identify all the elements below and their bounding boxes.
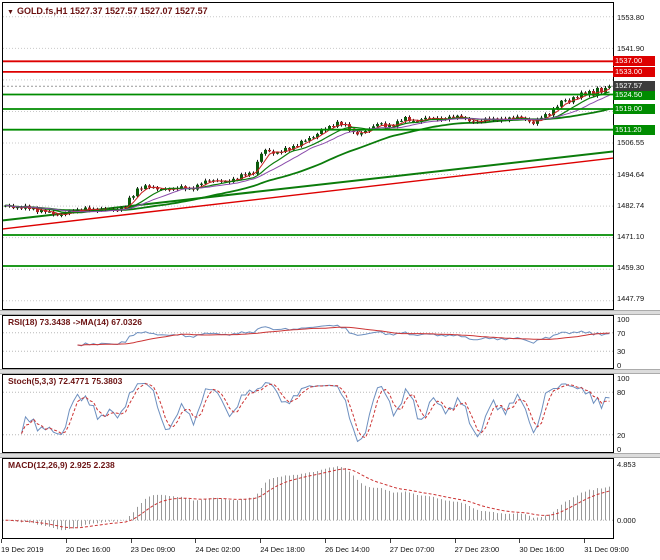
price-axis-label: 1459.30 [617, 263, 645, 273]
price-axis-label: 1541.90 [617, 44, 645, 54]
time-axis-label: 30 Dec 16:00 [519, 545, 565, 554]
time-axis-label: 24 Dec 02:00 [195, 545, 241, 554]
macd-plot[interactable] [3, 459, 613, 538]
price-axis-label: 1471.10 [617, 232, 645, 241]
stochastic-indicator-panel[interactable] [2, 374, 614, 453]
stoch-axis-label: 80 [617, 388, 626, 398]
price-level-tag: 1537.00 [613, 56, 655, 67]
price-level-tag: 1524.50 [613, 89, 655, 100]
time-tick [130, 539, 132, 543]
time-tick [65, 539, 67, 543]
main-price-chart[interactable] [2, 2, 614, 310]
macd-axis-label: 0.000 [617, 516, 636, 526]
time-axis-label: 23 Dec 09:00 [130, 545, 176, 554]
price-axis-label: 1447.79 [617, 293, 645, 303]
time-axis-label: 31 Dec 09:00 [584, 545, 629, 554]
price-axis-label: 1482.74 [617, 201, 645, 211]
macd-indicator-panel[interactable] [2, 458, 614, 539]
time-axis-label: 26 Dec 14:00 [325, 545, 370, 554]
price-axis-label: 1553.80 [617, 12, 645, 22]
panel-splitter[interactable] [0, 453, 660, 458]
price-level-tag: 1519.00 [613, 104, 655, 114]
rsi-plot[interactable] [3, 316, 613, 368]
rsi-indicator-panel[interactable] [2, 315, 614, 369]
price-level-tag: 1533.00 [613, 66, 655, 77]
time-tick [454, 539, 456, 543]
time-axis[interactable]: 19 Dec 2019 20 Dec 16:00 23 Dec 09:00 24 De… [0, 539, 660, 560]
current-price-tag: 1527.57 [613, 81, 655, 92]
time-tick [325, 539, 326, 543]
stochastic-plot[interactable] [3, 375, 613, 452]
time-tick [584, 539, 586, 543]
ohlc-header: ▼ GOLD.fs,H1 1527.37 1527.57 1527.07 1527… [7, 6, 208, 16]
price-level-tag: 1511.20 [613, 124, 655, 135]
triangle-marker-icon: ▼ [7, 9, 14, 16]
time-axis-label: 19 Dec 2019 [1, 545, 44, 554]
time-tick [389, 539, 391, 543]
macd-axis-label: 4.853 [617, 460, 636, 470]
price-axis-label: 1494.64 [617, 169, 645, 179]
stoch-axis-label: 100 [617, 374, 630, 383]
stoch-axis-label: 20 [617, 430, 626, 440]
macd-indicator-label: MACD(12,26,9) 2.925 2.238 [8, 460, 115, 470]
time-tick [260, 539, 262, 543]
price-axis-label: 1506.55 [617, 138, 645, 148]
symbol-ohlc-text: GOLD.fs,H1 1527.37 1527.57 1527.07 1527.… [16, 6, 208, 16]
time-axis-label: 20 Dec 16:00 [65, 545, 111, 554]
rsi-axis-label: 30 [617, 347, 626, 357]
time-tick [195, 539, 197, 543]
time-axis-label: 27 Dec 23:00 [454, 545, 500, 554]
time-axis-label: 24 Dec 18:00 [260, 545, 305, 554]
time-tick [519, 539, 521, 543]
time-tick [1, 539, 2, 543]
rsi-axis-label: 70 [617, 328, 626, 338]
stochastic-indicator-label: Stoch(5,3,3) 72.4771 75.3803 [8, 376, 123, 386]
time-axis-label: 27 Dec 07:00 [389, 545, 435, 554]
panel-splitter[interactable] [0, 369, 660, 374]
rsi-axis-label: 100 [617, 315, 630, 324]
panel-splitter[interactable] [0, 310, 660, 315]
rsi-indicator-label: RSI(18) 73.3438 ->MA(14) 67.0326 [8, 317, 142, 327]
candlestick-plot[interactable] [3, 3, 613, 309]
